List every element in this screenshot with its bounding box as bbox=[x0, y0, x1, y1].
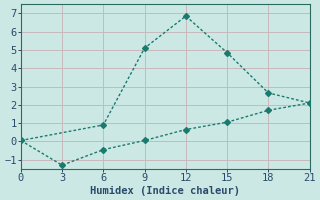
X-axis label: Humidex (Indice chaleur): Humidex (Indice chaleur) bbox=[90, 186, 240, 196]
